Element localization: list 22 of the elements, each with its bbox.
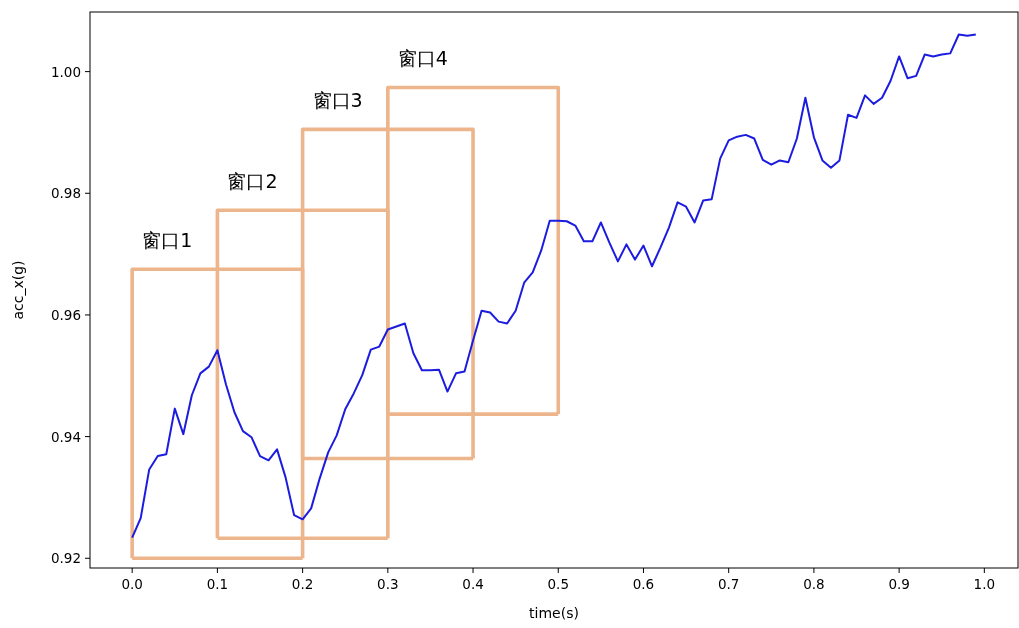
y-tick-label: 1.00 xyxy=(50,63,81,80)
x-tick-label: 0.2 xyxy=(291,576,314,592)
annotation: 窗口3 xyxy=(312,89,363,112)
x-tick-label: 0.7 xyxy=(717,576,740,592)
y-tick-label: 0.92 xyxy=(50,550,81,567)
y-tick-label: 0.94 xyxy=(50,428,81,445)
x-tick-label: 0.5 xyxy=(547,576,569,592)
annotation: 窗口4 xyxy=(397,47,448,70)
y-axis-title: acc_x(g) xyxy=(10,260,26,320)
x-tick-label: 0.3 xyxy=(377,576,399,592)
x-tick-label: 0.4 xyxy=(462,576,484,592)
x-tick-label: 0.9 xyxy=(888,576,910,592)
x-axis-title: time(s) xyxy=(529,605,579,621)
x-tick-label: 1.0 xyxy=(973,576,996,592)
x-tick-label: 0.0 xyxy=(121,576,143,592)
x-tick-label: 0.8 xyxy=(803,576,825,592)
x-tick-label: 0.6 xyxy=(632,576,655,592)
x-tick-label: 0.1 xyxy=(206,576,229,592)
y-tick-label: 0.98 xyxy=(50,185,81,202)
annotation: 窗口1 xyxy=(142,229,193,252)
y-tick-label: 0.96 xyxy=(50,306,81,323)
annotation: 窗口2 xyxy=(227,170,278,193)
